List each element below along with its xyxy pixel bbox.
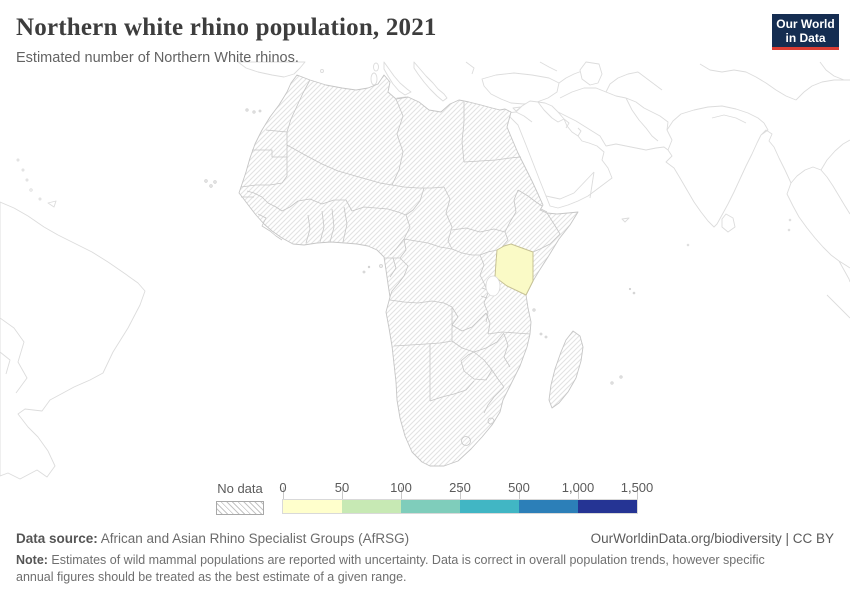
note-text: Estimates of wild mammal populations are…: [16, 553, 765, 584]
owid-logo[interactable]: Our World in Data: [772, 14, 839, 50]
eswatini-hatched[interactable]: [487, 417, 495, 425]
india-outline: [665, 105, 775, 228]
owid-logo-line1: Our World: [776, 16, 835, 31]
no-data-label: No data: [217, 481, 263, 496]
chart-footer: Data source: African and Asian Rhino Spe…: [16, 531, 834, 585]
legend-tick: [519, 487, 520, 500]
legend-tick-label: 100: [390, 480, 412, 495]
data-source-label: Data source:: [16, 531, 98, 546]
legend-tick: [637, 487, 638, 500]
owid-logo-line2: in Data: [785, 30, 826, 45]
lesotho-hatched[interactable]: [461, 436, 471, 446]
legend-tick: [401, 487, 402, 500]
legend-bin-250-500[interactable]: [460, 500, 519, 513]
legend-tick-label: 1,000: [561, 480, 595, 495]
legend-bin-1000-1500[interactable]: [578, 500, 637, 513]
southeast-asia-outline: [773, 139, 850, 319]
legend-tick: [460, 487, 461, 500]
south-america-outline: [0, 201, 146, 480]
iberia-outline: [237, 61, 306, 78]
legend-color-bar: [282, 499, 638, 514]
legend-tick: [342, 487, 343, 500]
legend-bin-0-50[interactable]: [283, 500, 342, 513]
legend-bin-100-250[interactable]: [401, 500, 460, 513]
legend-tick-label: 0: [279, 480, 287, 495]
legend-tick-label: 500: [508, 480, 530, 495]
legend-tick-label: 50: [334, 480, 350, 495]
page-title: Northern white rhino population, 2021: [16, 14, 437, 41]
legend-tick: [283, 487, 284, 500]
legend-bin-50-100[interactable]: [342, 500, 401, 513]
legend-tick-label: 1,500: [620, 480, 654, 495]
lake-victoria: [485, 275, 501, 297]
owid-credit-link[interactable]: OurWorldinData.org/biodiversity | CC BY: [590, 531, 834, 546]
note-line: Note: Estimates of wild mammal populatio…: [16, 552, 794, 585]
africa-region[interactable]: [204, 74, 636, 467]
asia-outlines: [557, 61, 850, 151]
africa-continent-hatched[interactable]: [238, 74, 579, 467]
no-data-swatch[interactable]: [216, 501, 264, 515]
legend-scale: 0 50 100 250 500 1,000 1,500: [279, 480, 653, 517]
africa-country-borders: [240, 79, 561, 414]
data-source-line: Data source: African and Asian Rhino Spe…: [16, 531, 409, 546]
legend-bin-500-1000[interactable]: [519, 500, 578, 513]
caribbean-islands: [16, 158, 57, 208]
map-legend: No data 0 50 100 250 500 1,000 1,500: [0, 480, 850, 517]
data-source-text: African and Asian Rhino Specialist Group…: [97, 531, 410, 546]
page-subtitle: Estimated number of Northern White rhino…: [16, 50, 299, 66]
legend-tick: [578, 487, 579, 500]
map-country-kenya[interactable]: [494, 243, 534, 296]
african-islands: [204, 108, 636, 385]
background-continents: [0, 61, 850, 480]
note-label: Note:: [16, 553, 48, 567]
madagascar-hatched[interactable]: [548, 330, 584, 409]
legend-tick-label: 250: [449, 480, 471, 495]
legend-no-data: No data: [216, 481, 264, 515]
